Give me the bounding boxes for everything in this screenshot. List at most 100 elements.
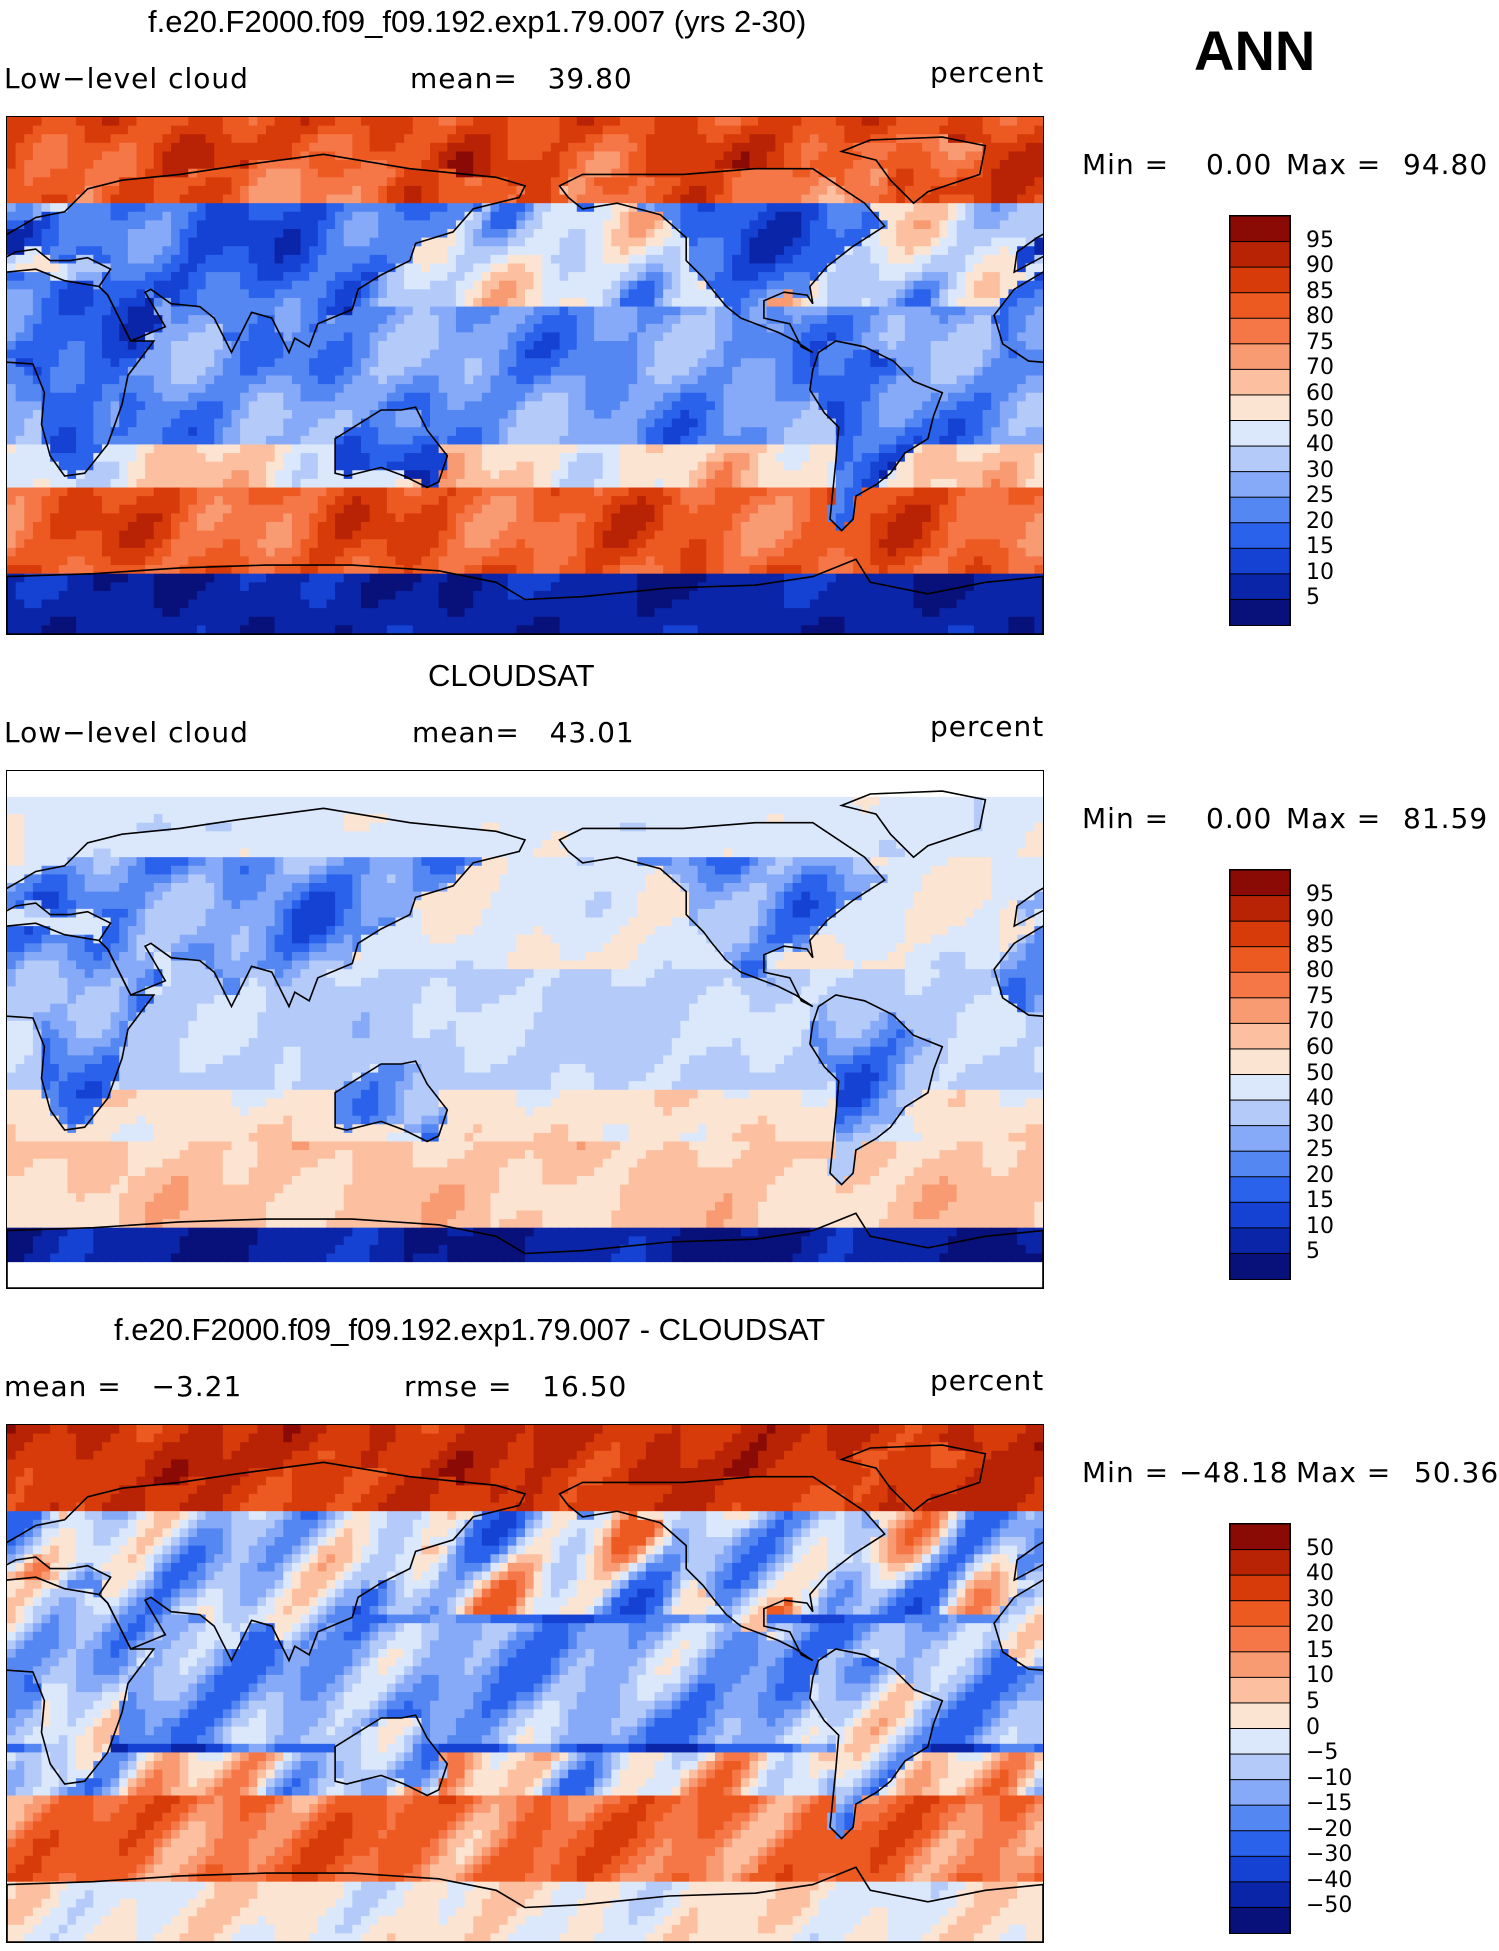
field-cell — [412, 203, 422, 213]
field-cell — [499, 280, 509, 290]
field-cell — [749, 177, 759, 187]
field-cell — [732, 263, 742, 273]
field-cell — [507, 470, 517, 480]
field-cell — [835, 341, 846, 351]
field-cell — [680, 384, 690, 394]
field-cell — [878, 142, 889, 153]
field-cell — [611, 280, 621, 290]
field-cell — [999, 168, 1010, 178]
field-cell — [533, 401, 543, 411]
field-cell — [619, 297, 630, 308]
field-cell — [171, 211, 181, 221]
field-cell — [67, 237, 77, 247]
field-cell — [196, 194, 207, 204]
field-cell — [360, 461, 371, 471]
field-cell — [447, 375, 457, 385]
field-cell — [481, 246, 492, 256]
field-cell — [853, 332, 863, 342]
field-cell — [775, 315, 785, 325]
field-cell — [568, 289, 578, 299]
field-cell — [525, 418, 535, 428]
field-cell — [464, 341, 474, 351]
field-cell — [1025, 418, 1035, 428]
field-cell — [1008, 341, 1018, 351]
field-cell — [58, 280, 69, 290]
field-cell — [343, 341, 353, 351]
field-cell — [749, 315, 759, 325]
field-cell — [775, 125, 785, 135]
field-cell — [205, 358, 215, 368]
field-cell — [231, 453, 241, 463]
field-cell — [1034, 409, 1043, 420]
field-cell — [93, 341, 103, 351]
field-cell — [1008, 323, 1018, 334]
field-cell — [447, 315, 457, 325]
field-cell — [628, 384, 638, 394]
field-cell — [231, 401, 241, 411]
field-cell — [568, 229, 578, 239]
field-cell — [956, 341, 966, 351]
field-cell — [32, 366, 43, 377]
field-cell — [533, 254, 543, 265]
field-cell — [58, 117, 69, 127]
field-cell — [611, 341, 621, 351]
field-cell — [559, 392, 569, 402]
field-cell — [481, 358, 492, 368]
field-cell — [145, 297, 155, 308]
field-cell — [1008, 384, 1018, 394]
field-cell — [982, 160, 992, 170]
field-cell — [240, 297, 250, 308]
field-cell — [516, 349, 526, 359]
field-cell — [645, 444, 656, 454]
field-cell — [904, 185, 915, 196]
field-cell — [343, 203, 353, 213]
field-cell — [283, 358, 293, 368]
field-cell — [179, 254, 189, 265]
field-cell — [7, 401, 17, 411]
field-cell — [844, 280, 854, 290]
field-cell — [619, 194, 630, 204]
field-cell — [162, 254, 172, 265]
field-cell — [153, 194, 163, 204]
field-cell — [50, 168, 60, 178]
field-cell — [904, 332, 915, 342]
field-cell — [550, 444, 561, 454]
field-cell — [913, 384, 923, 394]
field-cell — [637, 392, 647, 402]
field-cell — [930, 306, 940, 316]
field-cell — [343, 211, 353, 221]
field-cell — [76, 151, 86, 161]
field-cell — [430, 272, 440, 282]
field-cell — [67, 263, 77, 273]
field-cell — [481, 315, 492, 325]
field-cell — [948, 297, 958, 308]
field-cell — [585, 358, 595, 368]
field-cell — [542, 125, 552, 135]
field-cell — [438, 384, 448, 394]
field-cell — [585, 263, 595, 273]
field-cell — [430, 263, 440, 273]
field-cell — [758, 254, 768, 265]
field-cell — [335, 220, 345, 230]
field-cell — [749, 341, 759, 351]
field-cell — [827, 254, 837, 265]
field-cell — [41, 263, 51, 273]
field-cell — [84, 263, 94, 273]
field-cell — [136, 289, 146, 299]
field-cell — [1017, 125, 1027, 135]
field-cell — [145, 246, 155, 256]
field-cell — [818, 427, 828, 437]
field-cell — [913, 211, 923, 221]
field-cell — [395, 375, 405, 385]
field-cell — [542, 366, 552, 377]
field-cell — [965, 263, 975, 273]
field-cell — [499, 272, 509, 282]
field-cell — [680, 375, 690, 385]
field-cell — [93, 160, 103, 170]
field-cell — [878, 125, 889, 135]
field-cell — [266, 125, 276, 135]
field-cell — [576, 375, 587, 385]
field-cell — [740, 160, 751, 170]
field-cell — [32, 220, 43, 230]
field-cell — [628, 229, 638, 239]
